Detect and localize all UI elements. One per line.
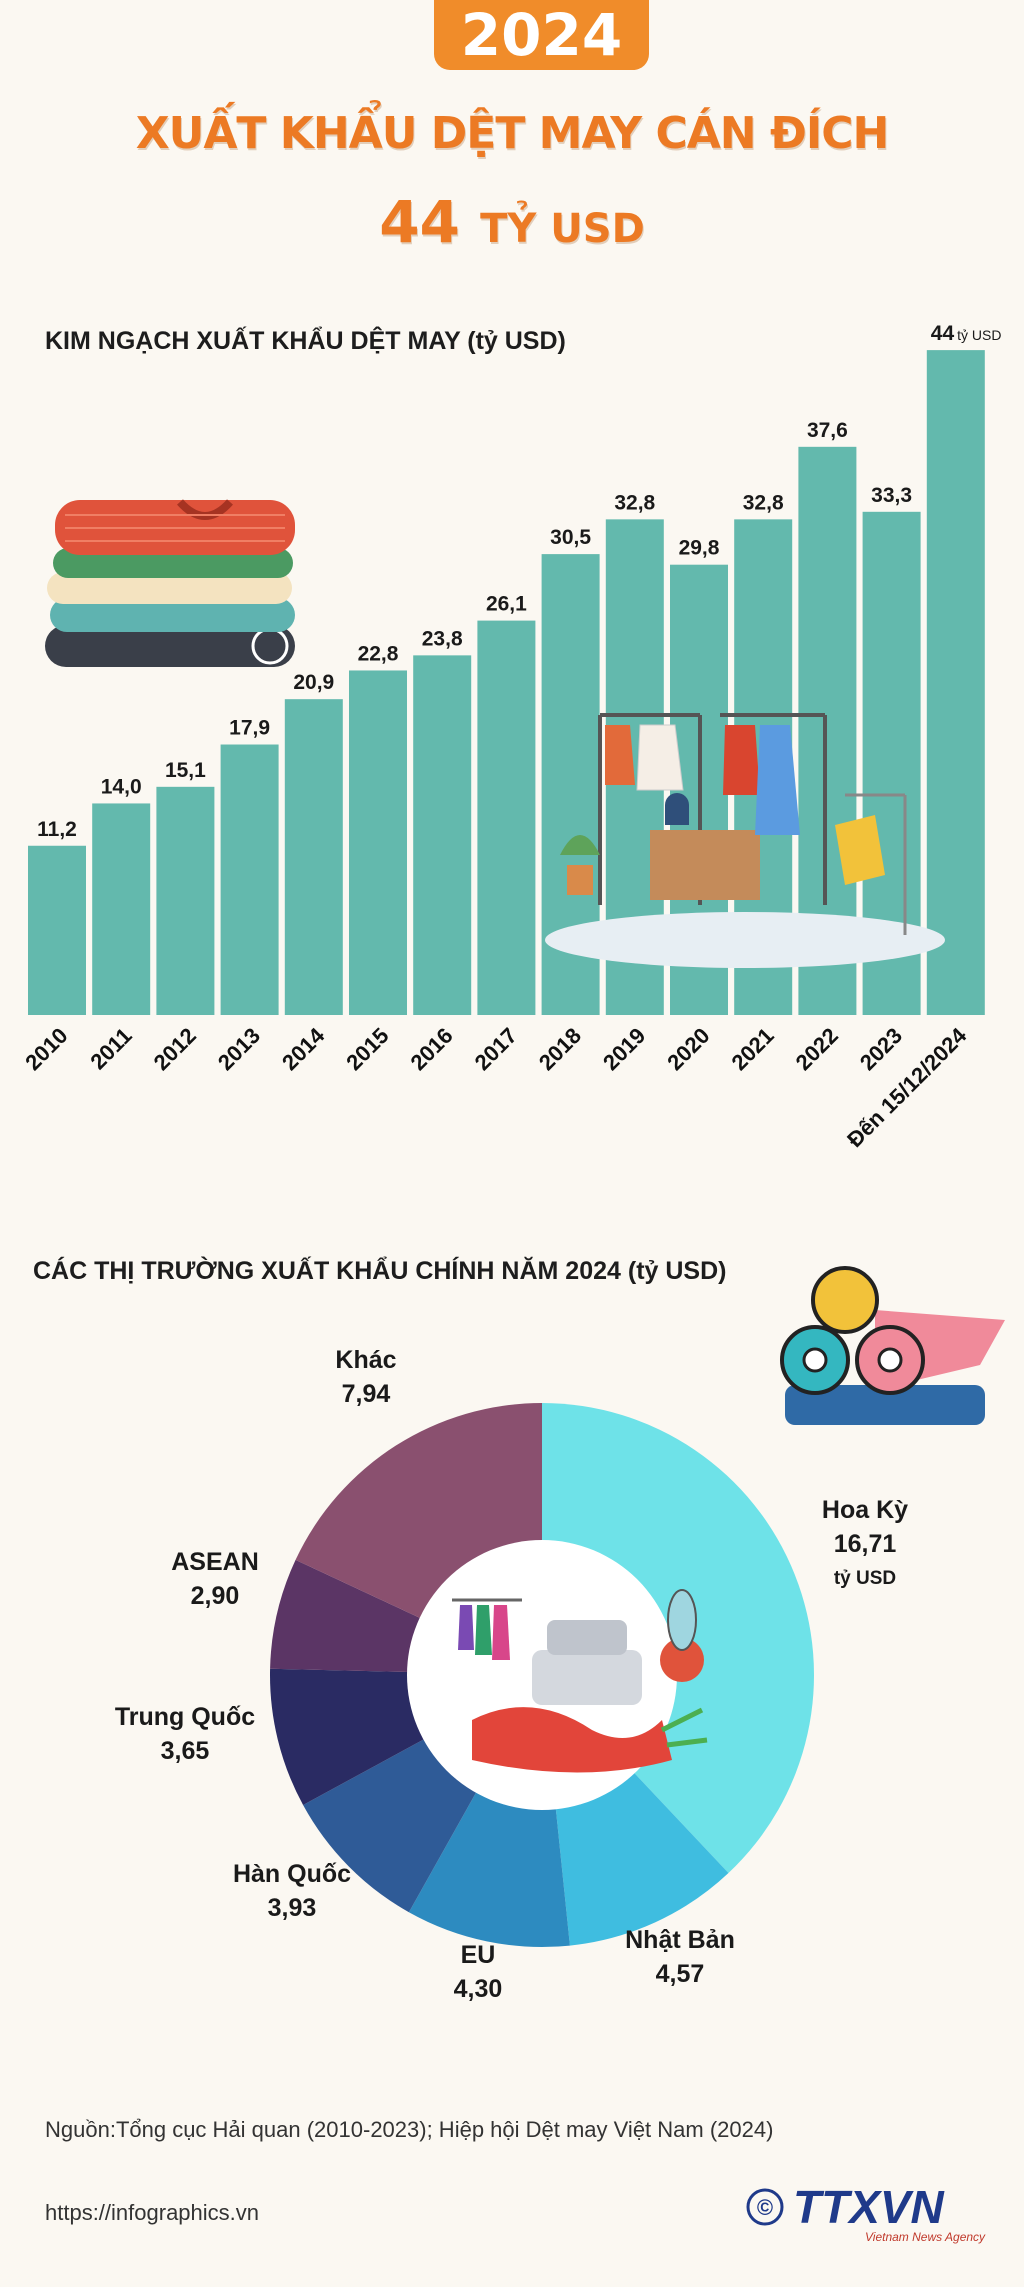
x-tick-label: Đến 15/12/2024 (842, 1022, 972, 1152)
bar-value-label: 20,9 (293, 671, 334, 694)
bar-14 (926, 350, 985, 1016)
bar-value-label: 44 tỷ USD (931, 322, 1002, 345)
bar-4 (284, 699, 343, 1015)
clothing-rack-icon (545, 713, 945, 968)
bar-value-label: 29,8 (679, 537, 720, 560)
x-tick-label: 2011 (85, 1023, 136, 1074)
bar-value-label: 32,8 (614, 491, 655, 514)
bar-value-label: 26,1 (486, 593, 527, 616)
x-tick-label: 2021 (726, 1023, 778, 1075)
pie-slice-name: Trung Quốc (115, 1703, 255, 1731)
x-tick-label: 2010 (20, 1023, 72, 1075)
pie-slice-name: ASEAN (171, 1548, 259, 1576)
pie-slice-value: 3,65 (161, 1737, 210, 1765)
year-badge: 2024 (434, 0, 649, 70)
pie-slice-name: Khác (335, 1346, 396, 1374)
x-tick-label: 2012 (149, 1023, 201, 1075)
pie-slice-name: Nhật Bản (625, 1926, 735, 1954)
headline-figure: 44 TỶ USD (0, 188, 1024, 256)
bar-chart: 11,2 14,0 15,1 17,9 20,9 22,8 23,8 26,1 30,5 32,8… (20, 322, 1002, 1152)
folded-clothes-icon (45, 499, 295, 667)
bar-1 (92, 803, 151, 1015)
bar-3 (220, 744, 279, 1015)
pie-slice-value: 4,30 (454, 1975, 503, 2003)
svg-text:Vietnam News Agency: Vietnam News Agency (865, 2230, 986, 2244)
svg-text:TTXVN: TTXVN (793, 2181, 945, 2233)
bar-value-label: 15,1 (165, 759, 206, 782)
x-tick-label: 2018 (534, 1023, 586, 1075)
pie-slice-value: 3,93 (268, 1894, 317, 1922)
bar-value-label: 37,6 (807, 419, 848, 442)
headline: XUẤT KHẨU DỆT MAY CÁN ĐÍCH (135, 108, 890, 159)
pie-slice-value: 16,71 (834, 1530, 897, 1558)
bar-value-label: 32,8 (743, 491, 784, 514)
headline-number: 44 (379, 188, 460, 256)
pie-slice-name: Hoa Kỳ (822, 1496, 908, 1524)
pie-chart-title: CÁC THỊ TRƯỜNG XUẤT KHẨU CHÍNH NĂM 2024 … (33, 1257, 727, 1285)
source-link[interactable]: https://infographics.vn (45, 2200, 260, 2225)
headline-unit: TỶ USD (480, 206, 645, 252)
bar-value-label: 14,0 (101, 775, 142, 798)
pie-slice-value: 7,94 (342, 1380, 391, 1408)
x-tick-label: 2020 (662, 1023, 714, 1075)
bar-value-label: 17,9 (229, 717, 270, 740)
svg-text:©: © (757, 2195, 773, 2220)
source-note: Nguồn:Tổng cục Hải quan (2010-2023); Hiệ… (45, 2117, 774, 2142)
x-tick-label: 2015 (341, 1023, 393, 1075)
x-tick-label: 2023 (855, 1023, 907, 1075)
pie-slice-name: Hàn Quốc (233, 1860, 351, 1888)
bar-value-unit: tỷ USD (957, 327, 1001, 343)
pie-unit-label: tỷ USD (834, 1568, 896, 1589)
bar-0 (28, 845, 86, 1015)
bar-7 (477, 620, 536, 1015)
x-tick-label: 2022 (791, 1023, 843, 1075)
bar-value-label: 33,3 (871, 484, 912, 507)
sewing-workshop-icon (452, 1589, 708, 1773)
bar-chart-title: KIM NGẠCH XUẤT KHẨU DỆT MAY (tỷ USD) (45, 327, 566, 355)
pie-slice-value: 2,90 (191, 1582, 240, 1610)
bar-2 (156, 786, 215, 1015)
x-tick-label: 2019 (598, 1023, 650, 1075)
bar-6 (413, 655, 472, 1015)
bar-5 (349, 670, 407, 1015)
x-tick-label: 2013 (213, 1023, 265, 1075)
bar-value-label: 23,8 (422, 627, 463, 650)
pie-chart: Hoa Kỳ 16,71 tỷ USD Nhật Bản 4,57 EU 4,30 Hàn Q… (115, 1266, 1005, 2003)
bar-value-label: 30,5 (550, 526, 591, 549)
x-tick-label: 2017 (470, 1023, 522, 1075)
x-tick-label: 2014 (277, 1022, 330, 1075)
x-tick-label: 2016 (405, 1023, 457, 1075)
ttxvn-logo: © TTXVN Vietnam News Agency (746, 2181, 986, 2244)
bar-value-label: 22,8 (358, 642, 399, 665)
pie-slice-name: EU (461, 1941, 496, 1969)
fabric-rolls-icon (780, 1266, 1005, 1425)
pie-slice-value: 4,57 (656, 1960, 705, 1988)
bar-value-label: 11,2 (37, 818, 77, 841)
